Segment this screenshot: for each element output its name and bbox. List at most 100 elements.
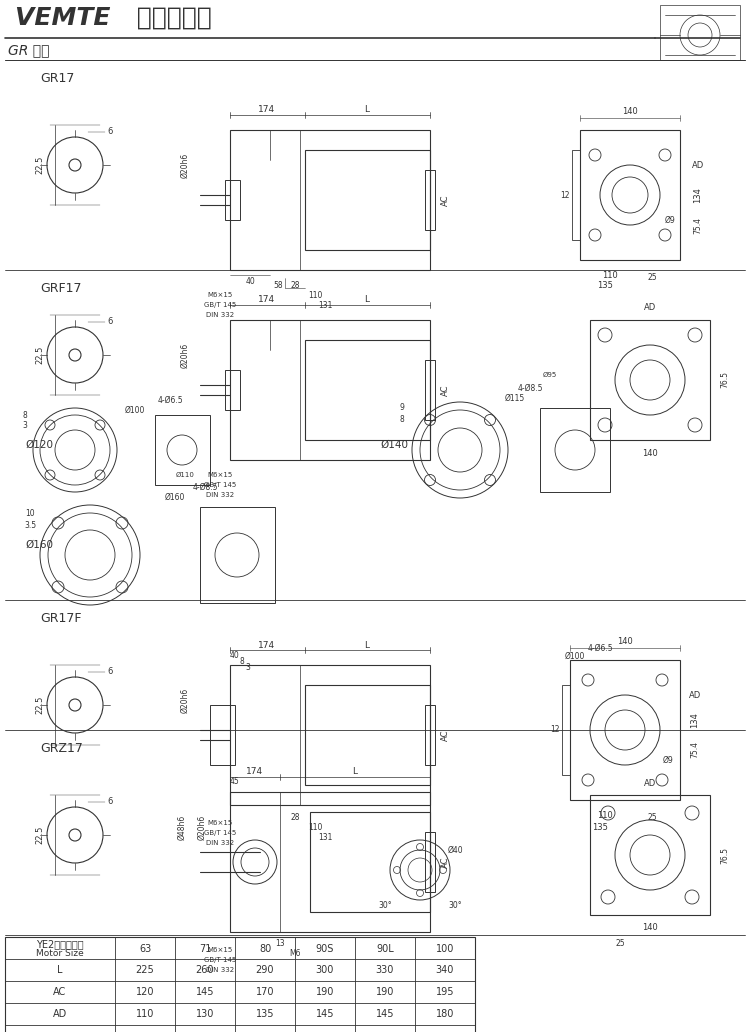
Text: 110: 110 [602, 270, 618, 280]
Text: 145: 145 [316, 1009, 334, 1019]
Text: L: L [352, 768, 358, 776]
Bar [580, 130, 680, 260]
Text: 9: 9 [400, 404, 404, 413]
Text: Ø20h6: Ø20h6 [181, 343, 190, 367]
Text: 134: 134 [691, 712, 700, 728]
Text: 174: 174 [247, 768, 263, 776]
Text: 120: 120 [136, 987, 154, 997]
Text: 110: 110 [308, 823, 322, 832]
Bar [305, 340, 430, 440]
Text: Ø9: Ø9 [664, 216, 675, 225]
Text: 195: 195 [436, 987, 454, 997]
Text: Ø120: Ø120 [25, 440, 53, 450]
Text: 12: 12 [550, 725, 560, 735]
Text: 6: 6 [107, 668, 112, 677]
Text: 130: 130 [196, 1009, 214, 1019]
Text: GRF17: GRF17 [40, 282, 82, 294]
Text: Ø9: Ø9 [663, 755, 674, 765]
Text: M6×15: M6×15 [207, 472, 232, 478]
Text: Ø100: Ø100 [565, 651, 585, 660]
Bar [225, 180, 240, 220]
Text: 58: 58 [273, 281, 283, 290]
Text: 45: 45 [230, 777, 240, 786]
Text: Ø48h6: Ø48h6 [178, 814, 187, 840]
Text: 75.4: 75.4 [694, 217, 703, 233]
Text: Ø20h6: Ø20h6 [181, 153, 190, 178]
Bar [5, 937, 475, 1032]
Text: Ø20h6: Ø20h6 [181, 687, 190, 713]
Text: DIN 332: DIN 332 [206, 312, 234, 318]
Text: 40: 40 [230, 650, 240, 659]
Text: 140: 140 [642, 449, 658, 457]
Text: AD: AD [692, 161, 704, 169]
Text: 340: 340 [436, 965, 454, 975]
Bar [425, 705, 435, 765]
Bar [425, 832, 435, 892]
Text: M6: M6 [290, 949, 301, 959]
Text: AD: AD [644, 303, 656, 313]
Text: 300: 300 [316, 965, 334, 975]
Text: L: L [57, 965, 63, 975]
Text: 25: 25 [647, 813, 657, 823]
Bar [660, 5, 740, 60]
Text: Ø160: Ø160 [165, 492, 185, 502]
Text: 330: 330 [376, 965, 394, 975]
Text: AC: AC [440, 194, 449, 205]
Text: 22.5: 22.5 [35, 826, 44, 844]
Text: 75.4: 75.4 [691, 742, 700, 759]
Bar [540, 408, 610, 492]
Text: 4-Ø8.5: 4-Ø8.5 [518, 384, 543, 392]
Text: 25: 25 [647, 273, 657, 283]
Bar [562, 685, 570, 775]
Text: Ø140: Ø140 [380, 440, 408, 450]
Text: 4-Ø6.5: 4-Ø6.5 [158, 395, 183, 405]
Text: 80: 80 [259, 944, 272, 954]
Text: 110: 110 [308, 290, 322, 299]
Bar [425, 170, 435, 230]
Text: 28: 28 [290, 281, 300, 290]
Text: 40: 40 [245, 278, 255, 287]
Text: AC: AC [440, 857, 449, 868]
Text: 22.5: 22.5 [35, 696, 44, 714]
Text: Ø100: Ø100 [124, 406, 146, 415]
Text: 8: 8 [240, 656, 244, 666]
Text: 63: 63 [139, 944, 151, 954]
Text: AC: AC [440, 730, 449, 741]
Bar [305, 150, 430, 250]
Text: 134: 134 [694, 187, 703, 203]
Text: AC: AC [53, 987, 67, 997]
Text: 3: 3 [245, 663, 250, 672]
Text: 170: 170 [256, 987, 274, 997]
Text: 290: 290 [256, 965, 274, 975]
Bar [230, 320, 430, 460]
Text: 140: 140 [617, 638, 633, 646]
Text: GR 系列: GR 系列 [8, 43, 50, 57]
Bar [155, 415, 210, 485]
Text: Ø20h6: Ø20h6 [197, 814, 206, 840]
Bar [230, 665, 430, 805]
Bar [590, 320, 710, 440]
Text: 174: 174 [259, 295, 275, 304]
Text: M6×15: M6×15 [207, 947, 232, 953]
Bar [590, 795, 710, 915]
Text: YE2电机机座号: YE2电机机座号 [36, 939, 84, 949]
Bar [572, 150, 580, 240]
Text: Motor Size: Motor Size [36, 949, 84, 959]
Text: 6: 6 [107, 318, 112, 326]
Text: 190: 190 [316, 987, 334, 997]
Text: L: L [364, 641, 370, 649]
Text: 6: 6 [107, 798, 112, 806]
Text: AD: AD [644, 778, 656, 787]
Text: 3.5: 3.5 [24, 520, 36, 529]
Text: 190: 190 [376, 987, 394, 997]
Text: 140: 140 [642, 924, 658, 933]
Text: AD: AD [688, 690, 701, 700]
Text: AC: AC [440, 384, 449, 395]
Text: Ø115: Ø115 [505, 393, 525, 402]
Text: GR17: GR17 [40, 71, 74, 85]
Text: 22.5: 22.5 [35, 156, 44, 174]
Text: 71: 71 [199, 944, 211, 954]
Text: 30°: 30° [448, 901, 462, 909]
Text: 140: 140 [622, 107, 638, 117]
Text: 4-Ø8.5: 4-Ø8.5 [192, 483, 217, 491]
